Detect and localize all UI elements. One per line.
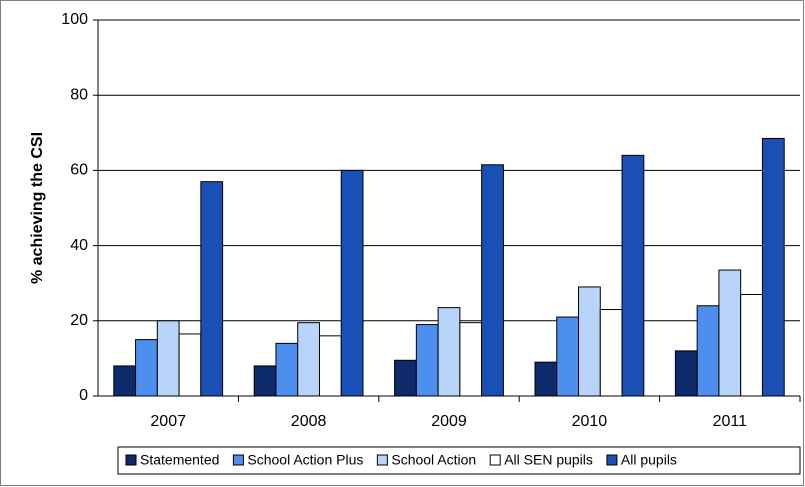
bar [718, 269, 742, 397]
legend-swatch [489, 454, 501, 466]
x-tick-label: 2007 [150, 413, 186, 430]
legend-label: School Action Plus [247, 452, 363, 468]
x-tick-label: 2011 [713, 413, 748, 430]
bar [696, 305, 720, 397]
legend-swatch [376, 454, 388, 466]
legend-swatch [606, 454, 618, 466]
legend-label: All pupils [621, 452, 677, 468]
bar [135, 339, 158, 397]
bar [674, 350, 698, 397]
bar [740, 293, 763, 397]
bar [318, 335, 342, 397]
y-tick-label: 80 [70, 86, 88, 103]
bar [200, 181, 224, 397]
bar [459, 322, 483, 397]
y-tick-label: 40 [70, 237, 88, 254]
y-tick-label: 20 [70, 312, 88, 329]
bar [113, 365, 137, 397]
bar [481, 164, 504, 397]
bar [599, 309, 623, 397]
legend-frame [117, 446, 801, 475]
y-axis-label: % achieving the CSI [29, 132, 46, 284]
legend-swatch [125, 454, 137, 466]
bar [253, 365, 277, 397]
bar [556, 316, 580, 397]
legend-swatch [232, 454, 244, 466]
bar [415, 324, 439, 397]
bar [297, 322, 320, 397]
bar [394, 359, 417, 397]
y-tick-label: 100 [61, 11, 88, 28]
bar [156, 320, 180, 397]
bar [761, 137, 785, 397]
x-tick-label: 2010 [572, 413, 608, 430]
y-tick-label: 60 [70, 162, 88, 179]
legend-label: School Action [391, 452, 476, 468]
bar [621, 154, 645, 397]
bar [340, 169, 364, 397]
x-tick-label: 2008 [291, 413, 327, 430]
bar [578, 286, 601, 397]
bar [437, 307, 461, 397]
bar [275, 342, 299, 397]
bar [178, 333, 202, 397]
bar [534, 361, 558, 397]
legend-label: Statemented [140, 452, 219, 468]
x-tick-label: 2009 [431, 413, 467, 430]
y-tick-label: 0 [79, 387, 88, 404]
legend-label: All SEN pupils [504, 452, 593, 468]
